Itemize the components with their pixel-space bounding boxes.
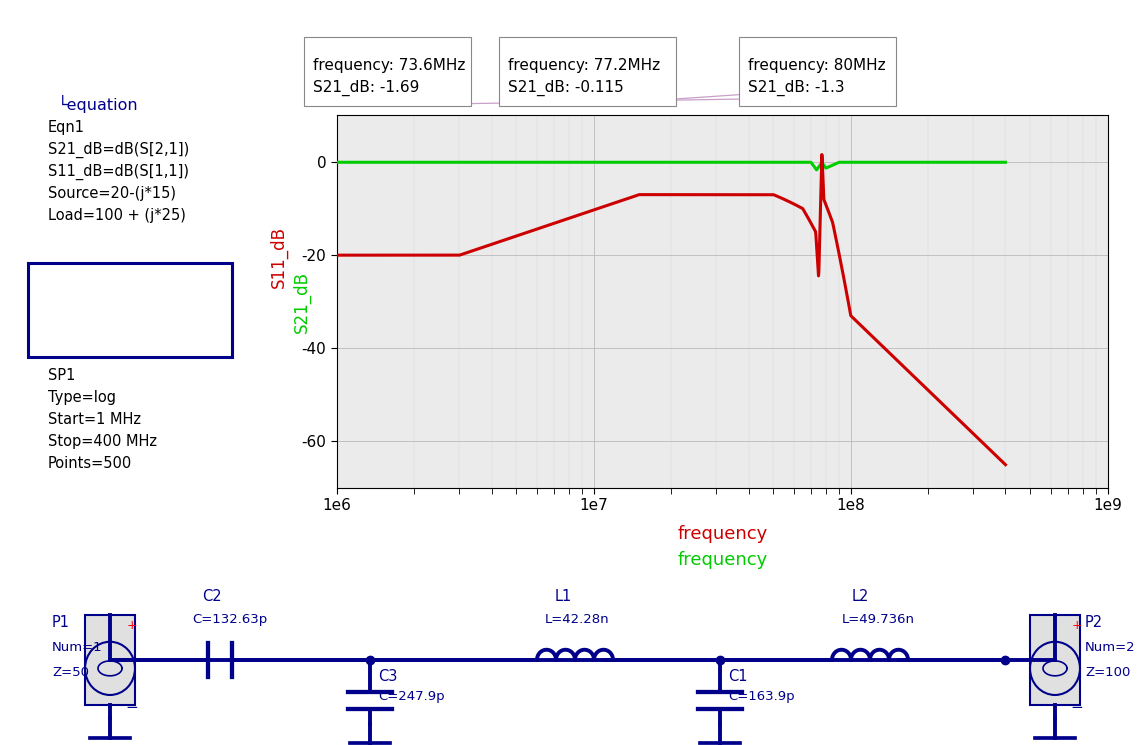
Text: C3: C3: [378, 669, 397, 684]
Text: frequency: 77.2MHz: frequency: 77.2MHz: [508, 58, 660, 73]
Text: Load=100 + (j*25): Load=100 + (j*25): [48, 208, 186, 223]
Text: P2: P2: [1085, 615, 1103, 630]
Text: C=132.63p: C=132.63p: [192, 612, 267, 626]
Text: frequency: frequency: [677, 525, 767, 543]
Text: S11_dB=dB(S[1,1]): S11_dB=dB(S[1,1]): [48, 164, 188, 180]
Text: frequency: 80MHz: frequency: 80MHz: [748, 58, 886, 73]
FancyBboxPatch shape: [739, 37, 896, 106]
FancyBboxPatch shape: [29, 263, 232, 357]
Text: Source=20-(j*15): Source=20-(j*15): [48, 186, 176, 201]
Text: simulation: simulation: [66, 310, 193, 330]
Text: P1: P1: [53, 615, 70, 630]
Text: −: −: [126, 700, 138, 715]
Text: S21_dB=dB(S[2,1]): S21_dB=dB(S[2,1]): [48, 142, 190, 158]
Text: Type=log: Type=log: [48, 390, 116, 405]
Text: frequency: frequency: [677, 551, 767, 569]
FancyBboxPatch shape: [499, 37, 676, 106]
Text: S21_dB: -0.115: S21_dB: -0.115: [508, 80, 624, 96]
Text: L1: L1: [555, 589, 572, 604]
Text: S21_dB: S21_dB: [293, 270, 312, 333]
Text: C1: C1: [727, 669, 748, 684]
Text: Stop=400 MHz: Stop=400 MHz: [48, 434, 156, 449]
Text: Num=2: Num=2: [1085, 641, 1135, 653]
Bar: [1030, 615, 1080, 705]
Text: C2: C2: [202, 589, 222, 604]
Text: +: +: [1071, 619, 1083, 633]
Text: −: −: [1071, 700, 1084, 715]
Text: Start=1 MHz: Start=1 MHz: [48, 412, 140, 427]
Text: +: +: [127, 619, 137, 633]
Text: C=247.9p: C=247.9p: [378, 691, 444, 703]
Text: SP1: SP1: [48, 368, 75, 383]
Text: s-parameter: s-parameter: [55, 282, 204, 302]
Text: L2: L2: [852, 589, 869, 604]
Text: frequency: 73.6MHz: frequency: 73.6MHz: [313, 58, 466, 73]
Text: Z=50: Z=50: [53, 666, 89, 679]
Text: └equation: └equation: [58, 95, 138, 113]
Text: Eqn1: Eqn1: [48, 120, 85, 135]
Text: C=163.9p: C=163.9p: [727, 691, 795, 703]
FancyBboxPatch shape: [304, 37, 471, 106]
Text: S11_dB: S11_dB: [270, 226, 288, 288]
Text: L=49.736n: L=49.736n: [842, 612, 915, 626]
Text: Points=500: Points=500: [48, 456, 132, 471]
Text: Num=1: Num=1: [53, 641, 103, 653]
Text: S21_dB: -1.3: S21_dB: -1.3: [748, 80, 845, 96]
Text: S21_dB: -1.69: S21_dB: -1.69: [313, 80, 419, 96]
Bar: [85, 615, 135, 705]
Text: L=42.28n: L=42.28n: [545, 612, 610, 626]
Text: Z=100: Z=100: [1085, 666, 1131, 679]
